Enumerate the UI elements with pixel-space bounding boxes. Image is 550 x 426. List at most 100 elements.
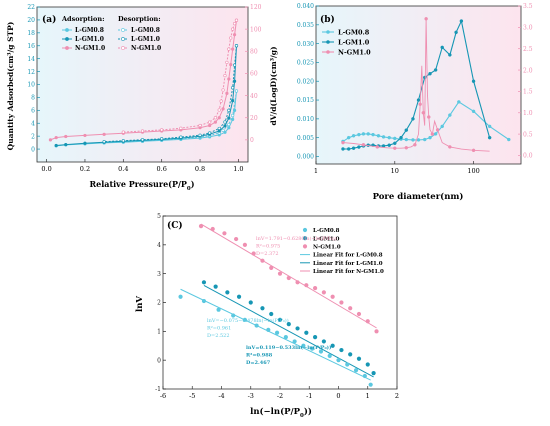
data-point xyxy=(198,123,202,128)
data-point xyxy=(321,290,326,295)
data-point xyxy=(348,306,353,311)
legend-label: L-GM0.8 xyxy=(131,27,160,34)
data-point xyxy=(213,284,218,289)
x-axis-c-tick-label: 0 xyxy=(336,392,340,400)
data-point xyxy=(339,300,344,305)
data-point xyxy=(229,36,233,40)
y-axis-c-tick-label: -1 xyxy=(155,386,161,393)
x-axis-c-tick-label: -5 xyxy=(189,392,195,400)
data-point xyxy=(242,242,247,247)
y-left-a-tick-label: 12 xyxy=(27,69,35,76)
legend-label: N-GM1.0 xyxy=(338,48,371,56)
data-point xyxy=(428,135,432,140)
data-point xyxy=(236,294,242,299)
data-point xyxy=(229,62,233,67)
data-point xyxy=(411,117,415,121)
data-point xyxy=(430,132,435,136)
legend-a: L-GM0.8 L-GM1.0 N-GM1.0 L-GM0.8 L-GM1.0 N-GM1… xyxy=(62,27,161,52)
data-point xyxy=(201,298,207,304)
y-left-a-tick-label: 10 xyxy=(27,82,35,89)
data-point xyxy=(251,251,256,256)
data-point xyxy=(254,323,259,328)
panel-label-b: (b) xyxy=(320,14,335,25)
y-left-ticks-a: 0 2 4 6 8 10 12 14 16 18 20 22 xyxy=(27,4,40,153)
y-left-b-tick-label: 0.000 xyxy=(297,154,314,161)
y-left-a-tick-label: 14 xyxy=(27,56,35,63)
data-point xyxy=(471,148,476,153)
legend-marker xyxy=(121,46,125,50)
x-ticks-a: 0.0 0.2 0.4 0.6 0.8 1.0 xyxy=(41,159,244,173)
y-right-a-tick-label: 40 xyxy=(250,93,258,100)
data-point xyxy=(346,147,351,151)
series-a xyxy=(48,18,239,148)
x-axis-b-tick-label: 100 xyxy=(467,167,479,175)
data-point xyxy=(393,136,397,141)
data-point xyxy=(416,98,421,102)
series-c xyxy=(178,223,379,387)
data-point xyxy=(227,77,231,81)
data-point xyxy=(366,132,370,136)
y-right-a-tick-label: 60 xyxy=(250,71,258,78)
x-axis-a-tick-label: 0.0 xyxy=(41,165,51,173)
data-point xyxy=(371,371,376,376)
data-point xyxy=(330,294,335,299)
legend-label: L-GM0.8 xyxy=(75,27,104,34)
y-right-ticks-a: 0 20 40 60 80 100 120 xyxy=(245,4,262,144)
x-axis-a-tick-label: 0.2 xyxy=(80,165,90,173)
data-point xyxy=(413,143,417,147)
series-line-2 xyxy=(342,18,490,152)
data-point xyxy=(227,116,231,120)
data-point xyxy=(471,109,476,114)
data-point xyxy=(362,373,367,379)
y-right-a-tick-label: 120 xyxy=(250,4,262,11)
y-right-a-tick-label: 80 xyxy=(250,48,258,55)
data-point xyxy=(351,134,356,138)
data-point xyxy=(219,99,223,103)
data-point xyxy=(48,138,53,142)
data-point xyxy=(217,116,221,120)
data-point xyxy=(223,130,227,134)
y-left-a-tick-label: 18 xyxy=(27,30,35,37)
x-axis-a-tick-label: 1.0 xyxy=(233,165,243,173)
data-point xyxy=(179,135,183,139)
data-point xyxy=(457,100,461,104)
data-point xyxy=(365,362,370,367)
data-point xyxy=(269,265,274,270)
x-axis-c-tick-label: -3 xyxy=(248,392,254,400)
data-point xyxy=(260,258,265,263)
x-axis-c-tick-label: -2 xyxy=(277,392,283,400)
legend-label: Linear Fit for L-GM0.8 xyxy=(313,253,383,259)
legend-label: L-GM1.0 xyxy=(313,236,340,242)
y-axis-c-tick-label: 2 xyxy=(157,300,161,307)
x-axis-c-tick-label: -4 xyxy=(218,392,224,400)
data-point xyxy=(292,339,297,344)
legend-marker xyxy=(65,28,69,32)
data-point xyxy=(217,108,221,112)
y-axis-label-a: Quantity Adsorbed(cm³/g STP) xyxy=(6,22,15,151)
data-point xyxy=(234,89,239,93)
legend-label: L-GM0.8 xyxy=(313,228,340,234)
y-right-b-tick-label: 0.0 xyxy=(523,153,533,160)
data-point xyxy=(393,141,397,146)
data-point xyxy=(427,115,431,119)
x-axis-c-tick-label: 2 xyxy=(395,392,399,400)
data-point xyxy=(368,382,373,387)
data-point xyxy=(416,138,421,142)
legend-label: L-GM1.0 xyxy=(131,36,160,43)
y-left-b-tick-label: 0.040 xyxy=(297,3,314,10)
legend-header-adsorption: Adsorption: xyxy=(61,15,105,23)
x-axis-label-b: Pore diameter(nm) xyxy=(373,191,464,202)
data-point xyxy=(198,133,202,137)
data-point xyxy=(231,313,236,318)
data-point xyxy=(418,102,422,106)
data-point xyxy=(83,133,87,138)
y-axis-c-tick-label: 1 xyxy=(157,329,161,336)
x-axis-a-tick-label: 0.8 xyxy=(195,165,205,173)
data-point xyxy=(234,236,239,242)
legend-marker xyxy=(326,30,330,34)
data-point xyxy=(283,335,288,340)
y-right-ticks-b: 0.0 0.5 1.0 1.5 2.0 2.5 3.0 3.5 xyxy=(518,3,533,160)
data-point xyxy=(277,271,283,276)
data-point xyxy=(440,124,444,129)
